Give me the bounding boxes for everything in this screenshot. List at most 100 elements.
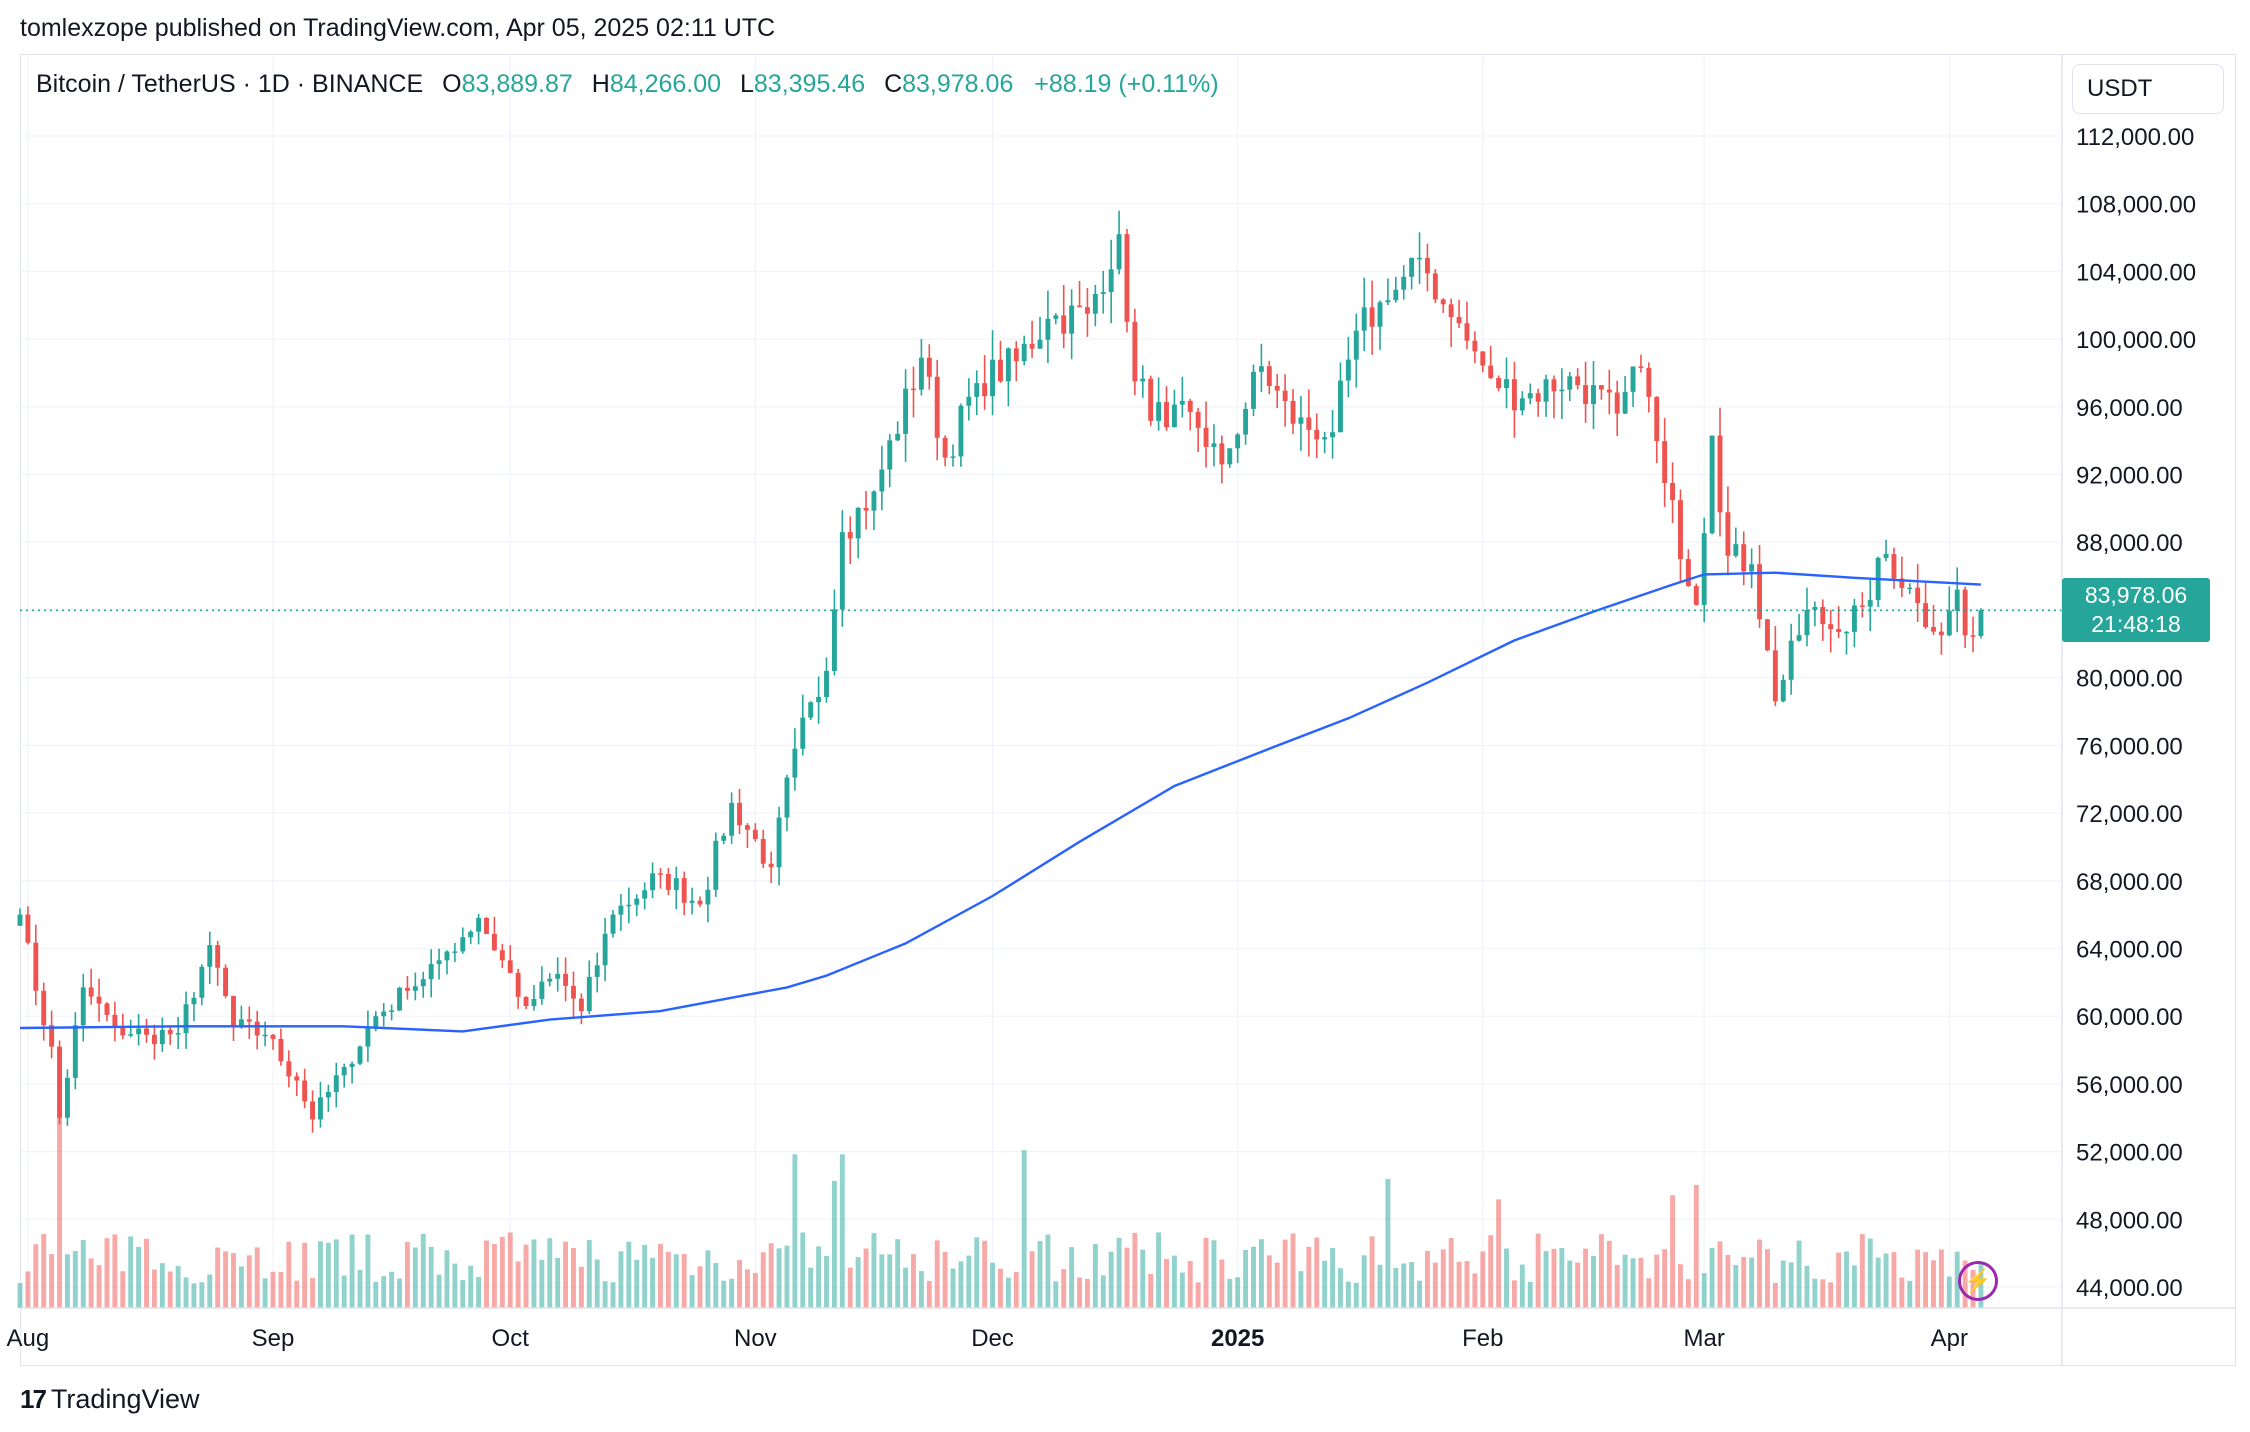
volume-bar (1899, 1277, 1905, 1308)
candle-body (1772, 650, 1778, 702)
volume-bar (1646, 1278, 1652, 1308)
time-tick-label: Mar (1684, 1325, 1725, 1352)
volume-bar (634, 1259, 640, 1308)
volume-bar (1338, 1268, 1343, 1308)
candle-body (1480, 351, 1486, 366)
candle-body (1938, 631, 1944, 636)
candle-body (982, 383, 988, 397)
candle-body (911, 388, 916, 391)
volume-bar (1432, 1262, 1438, 1308)
candle-body (1923, 603, 1929, 628)
price-tick-label: 76,000.00 (2076, 733, 2183, 760)
volume-bar (1148, 1273, 1154, 1308)
volume-bar (1630, 1258, 1636, 1308)
candle-body (737, 802, 742, 826)
price-tick-label: 100,000.00 (2076, 327, 2196, 354)
volume-bar (1092, 1243, 1098, 1308)
volume-bar (1764, 1249, 1770, 1308)
candle-body (1709, 435, 1715, 534)
volume-bar (1171, 1255, 1177, 1308)
volume-bar (673, 1254, 679, 1308)
volume-bar (1622, 1254, 1628, 1308)
candle-body (144, 1028, 149, 1035)
candle-body (531, 998, 537, 1007)
volume-bar (1938, 1249, 1944, 1308)
volume-bar (1298, 1271, 1304, 1308)
candle-body (1701, 533, 1707, 605)
volume-bar (1211, 1240, 1217, 1308)
volume-bar (1559, 1247, 1565, 1308)
candle-body (903, 388, 909, 434)
candle-body (1243, 408, 1249, 435)
volume-bar (452, 1263, 458, 1308)
candle-body (998, 359, 1003, 382)
candle-body (1456, 317, 1462, 324)
candle-body (1931, 627, 1936, 632)
candle-body (539, 981, 545, 999)
tradingview-brand[interactable]: 17 TradingView (20, 1384, 200, 1415)
candle-body (1725, 512, 1731, 556)
volume-bar (1108, 1251, 1114, 1308)
volume-bar (863, 1248, 869, 1308)
volume-bar (1472, 1273, 1478, 1308)
lightning-icon[interactable]: ⚡ (1958, 1261, 1998, 1301)
candle-body (1179, 400, 1185, 405)
candle-body (1662, 441, 1668, 483)
candle-body (1148, 378, 1154, 421)
candle-body (895, 433, 901, 441)
volume-bar (1203, 1237, 1209, 1308)
volume-bar (816, 1246, 822, 1308)
candle-body (270, 1034, 276, 1039)
candle-body (404, 987, 410, 991)
candle-body (278, 1038, 284, 1062)
volume-bar (17, 1283, 23, 1308)
candle-body (816, 696, 822, 703)
volume-bar (1749, 1257, 1755, 1308)
candle-body (1559, 389, 1565, 392)
volume-bar (1678, 1264, 1683, 1308)
candle-body (1567, 376, 1573, 390)
candle-body (294, 1076, 300, 1081)
volume-bar (1369, 1236, 1375, 1308)
volume-bar (523, 1244, 529, 1308)
candle-body (1780, 679, 1786, 702)
volume-bar (1717, 1241, 1723, 1308)
candle-body (1369, 307, 1375, 327)
volume-bar (1116, 1237, 1122, 1308)
volume-bar (705, 1250, 711, 1308)
time-tick-label: Apr (1931, 1325, 1968, 1352)
volume-bar (1851, 1265, 1857, 1308)
candle-body (1867, 600, 1873, 607)
candle-body (1946, 610, 1952, 636)
open-value: 83,889.87 (461, 70, 573, 98)
currency-button[interactable]: USDT (2072, 64, 2224, 114)
volume-bar (1187, 1261, 1193, 1308)
candle-body (784, 777, 790, 818)
candle-body (1116, 234, 1122, 270)
volume-bar (1164, 1258, 1169, 1308)
volume-bar (1598, 1234, 1604, 1308)
volume-bar (1069, 1247, 1075, 1308)
candle-body (1788, 640, 1794, 680)
volume-bar (294, 1280, 300, 1308)
price-tick-label: 88,000.00 (2076, 530, 2183, 557)
candle-body (1330, 432, 1336, 438)
candle-body (25, 914, 31, 943)
candle-body (1385, 300, 1391, 303)
volume-bar (270, 1271, 276, 1308)
volume-bar (555, 1257, 561, 1308)
candle-body (389, 1010, 395, 1012)
volume-bar (1662, 1249, 1668, 1308)
candle-body (136, 1028, 142, 1035)
candle-body (318, 1097, 323, 1120)
candle-body (681, 878, 687, 903)
volume-bar (1875, 1257, 1881, 1308)
volume-bar (254, 1247, 260, 1308)
volume-bar (318, 1241, 323, 1308)
candle-body (658, 873, 663, 875)
candle-body (1077, 305, 1082, 308)
volume-bar (1757, 1239, 1762, 1308)
candle-body (594, 965, 600, 977)
candle-body (1061, 315, 1067, 334)
